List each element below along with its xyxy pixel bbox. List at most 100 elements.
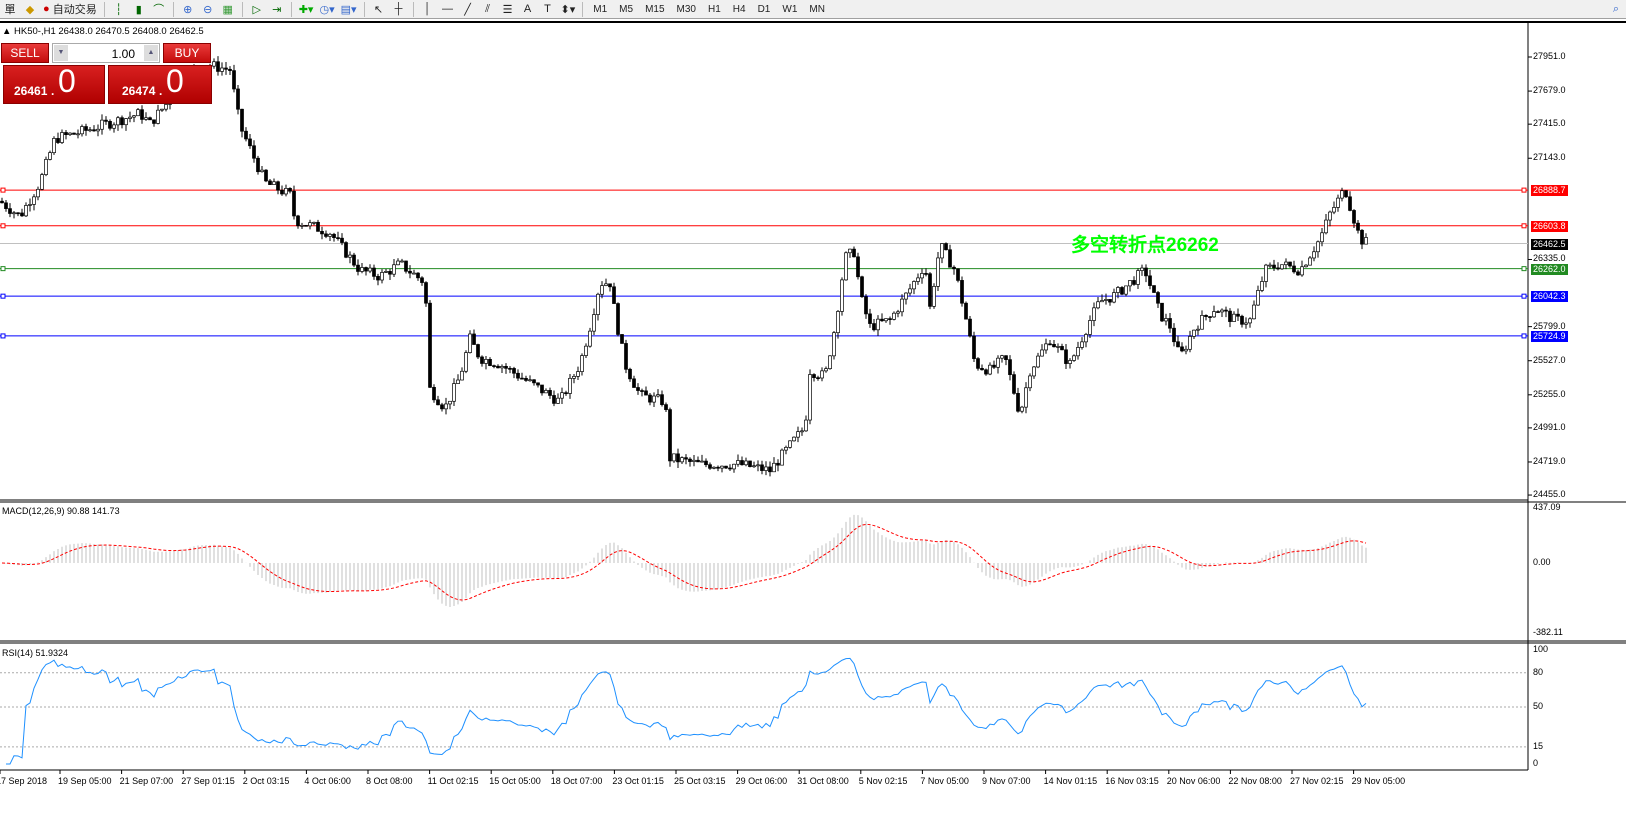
candle-body [1000, 355, 1004, 359]
timeframe-h1[interactable]: H1 [707, 3, 721, 15]
chart-window[interactable] [0, 21, 1626, 821]
timeframe-mn[interactable]: MN [809, 3, 825, 15]
candle-body [1280, 264, 1284, 270]
equidistant-channel-icon[interactable]: ⫽ [485, 2, 490, 15]
sell-button[interactable]: SELL [1, 43, 49, 63]
trendline-icon[interactable]: ╱ [464, 3, 471, 16]
date-label: 29 Nov 05:00 [1351, 776, 1406, 786]
candle-body [236, 88, 240, 110]
price-axis-label: 27679.0 [1533, 85, 1566, 96]
arrows-icon[interactable]: ⬍▾ [560, 3, 576, 16]
folder-icon[interactable]: ◆ [25, 3, 35, 16]
level-handle [1521, 333, 1527, 339]
templates-icon[interactable]: ▤▾ [340, 3, 357, 16]
candle-body [1136, 270, 1140, 285]
candle-body [268, 180, 272, 185]
candle-body [8, 208, 12, 214]
date-label: 19 Sep 05:00 [58, 776, 112, 786]
buy-button[interactable]: BUY [163, 43, 211, 63]
timeframe-w1[interactable]: W1 [782, 3, 798, 15]
candle-body [920, 273, 924, 279]
crosshair-icon[interactable]: ┼ [394, 3, 403, 15]
lot-decrease-button[interactable]: ▼ [54, 45, 68, 61]
candle-body [940, 243, 944, 259]
candlestick-icon[interactable]: ▮ [135, 3, 142, 16]
candle-body [804, 419, 808, 432]
candle-body [548, 390, 552, 396]
date-label: 2 Oct 03:15 [242, 776, 290, 786]
timeframe-h4[interactable]: H4 [732, 3, 746, 15]
lot-value[interactable]: 1.00 [111, 47, 135, 61]
timeframe-d1[interactable]: D1 [757, 3, 771, 15]
candle-body [936, 257, 940, 287]
candle-body [12, 212, 16, 215]
zoom-in-icon[interactable]: ⊕ [183, 3, 193, 16]
candle-body [808, 374, 812, 421]
sell-price-fraction: 0 [58, 63, 76, 99]
date-label: 4 Oct 06:00 [304, 776, 351, 786]
zoom-out-icon[interactable]: ⊖ [203, 3, 213, 16]
candle-body [1248, 318, 1252, 324]
candle-body [672, 453, 676, 462]
timeframe-m30[interactable]: M30 [676, 3, 696, 15]
candle-body [732, 463, 736, 470]
candle-body [420, 277, 424, 283]
candle-body [212, 61, 216, 67]
lot-increase-button[interactable]: ▲ [144, 45, 158, 61]
candle-body [1200, 315, 1204, 330]
candle-body [712, 466, 716, 469]
buy-price-fraction: 0 [166, 63, 184, 99]
candle-body [244, 130, 248, 140]
candle-body [272, 181, 276, 185]
text-icon[interactable]: A [523, 3, 532, 15]
candle-body [716, 466, 720, 469]
fibonacci-icon[interactable]: ☰ [502, 3, 513, 16]
candle-body [368, 267, 372, 272]
candle-body [76, 133, 80, 136]
timeframe-m1[interactable]: M1 [593, 3, 608, 15]
candle-body [752, 465, 756, 468]
candle-body [544, 390, 548, 394]
chart-symbol-line: ▲ HK50-,H1 26438.0 26470.5 26408.0 26462… [2, 26, 204, 37]
level-handle [1521, 266, 1527, 272]
horizontal-line-icon[interactable]: — [442, 3, 454, 15]
lot-stepper[interactable]: ▼ 1.00 ▲ [52, 43, 160, 63]
periods-icon[interactable]: ◷▾ [319, 3, 335, 16]
candle-body [868, 313, 872, 324]
level-price-tag: 26603.8 [1531, 220, 1568, 232]
candle-body [128, 116, 132, 119]
candle-body [700, 460, 704, 463]
search-icon[interactable]: ⌕ [1612, 2, 1620, 15]
cursor-icon[interactable]: ↖ [373, 3, 384, 16]
date-label: 21 Sep 07:00 [119, 776, 174, 786]
candle-body [1324, 219, 1328, 234]
candle-body [1356, 222, 1360, 231]
autotrade-button[interactable]: ● 自动交易 [40, 1, 100, 18]
chart-shift-icon[interactable]: ⇥ [272, 3, 282, 16]
level-handle [1521, 293, 1527, 299]
timeframe-m15[interactable]: M15 [645, 3, 665, 15]
line-chart-icon[interactable]: ⌒ [153, 4, 165, 16]
bar-chart-icon[interactable]: ┆ [115, 3, 123, 16]
vertical-line-icon[interactable]: │ [424, 3, 431, 15]
tile-windows-icon[interactable]: ▦ [222, 3, 233, 16]
text-label-icon[interactable]: T [544, 3, 551, 15]
indicators-icon[interactable]: ✚▾ [298, 3, 314, 16]
candle-body [404, 260, 408, 272]
candle-body [1032, 366, 1036, 377]
autoscroll-icon[interactable]: ▷ [252, 3, 261, 16]
candle-body [1048, 343, 1052, 346]
candle-body [1168, 318, 1172, 329]
candle-body [1024, 387, 1028, 408]
rsi-label: RSI(14) 51.9324 [2, 648, 69, 658]
sell-price[interactable]: 26461 . 0 [3, 63, 105, 104]
timeframe-m5[interactable]: M5 [619, 3, 634, 15]
rsi-axis-label: 100 [1533, 644, 1549, 654]
candle-body [1212, 311, 1216, 318]
buy-price[interactable]: 26474 . 0 [108, 63, 212, 104]
menu-fragment[interactable]: 單 [4, 4, 16, 16]
candle-body [784, 446, 788, 451]
candle-body [1052, 344, 1056, 348]
candle-body [1252, 304, 1256, 320]
